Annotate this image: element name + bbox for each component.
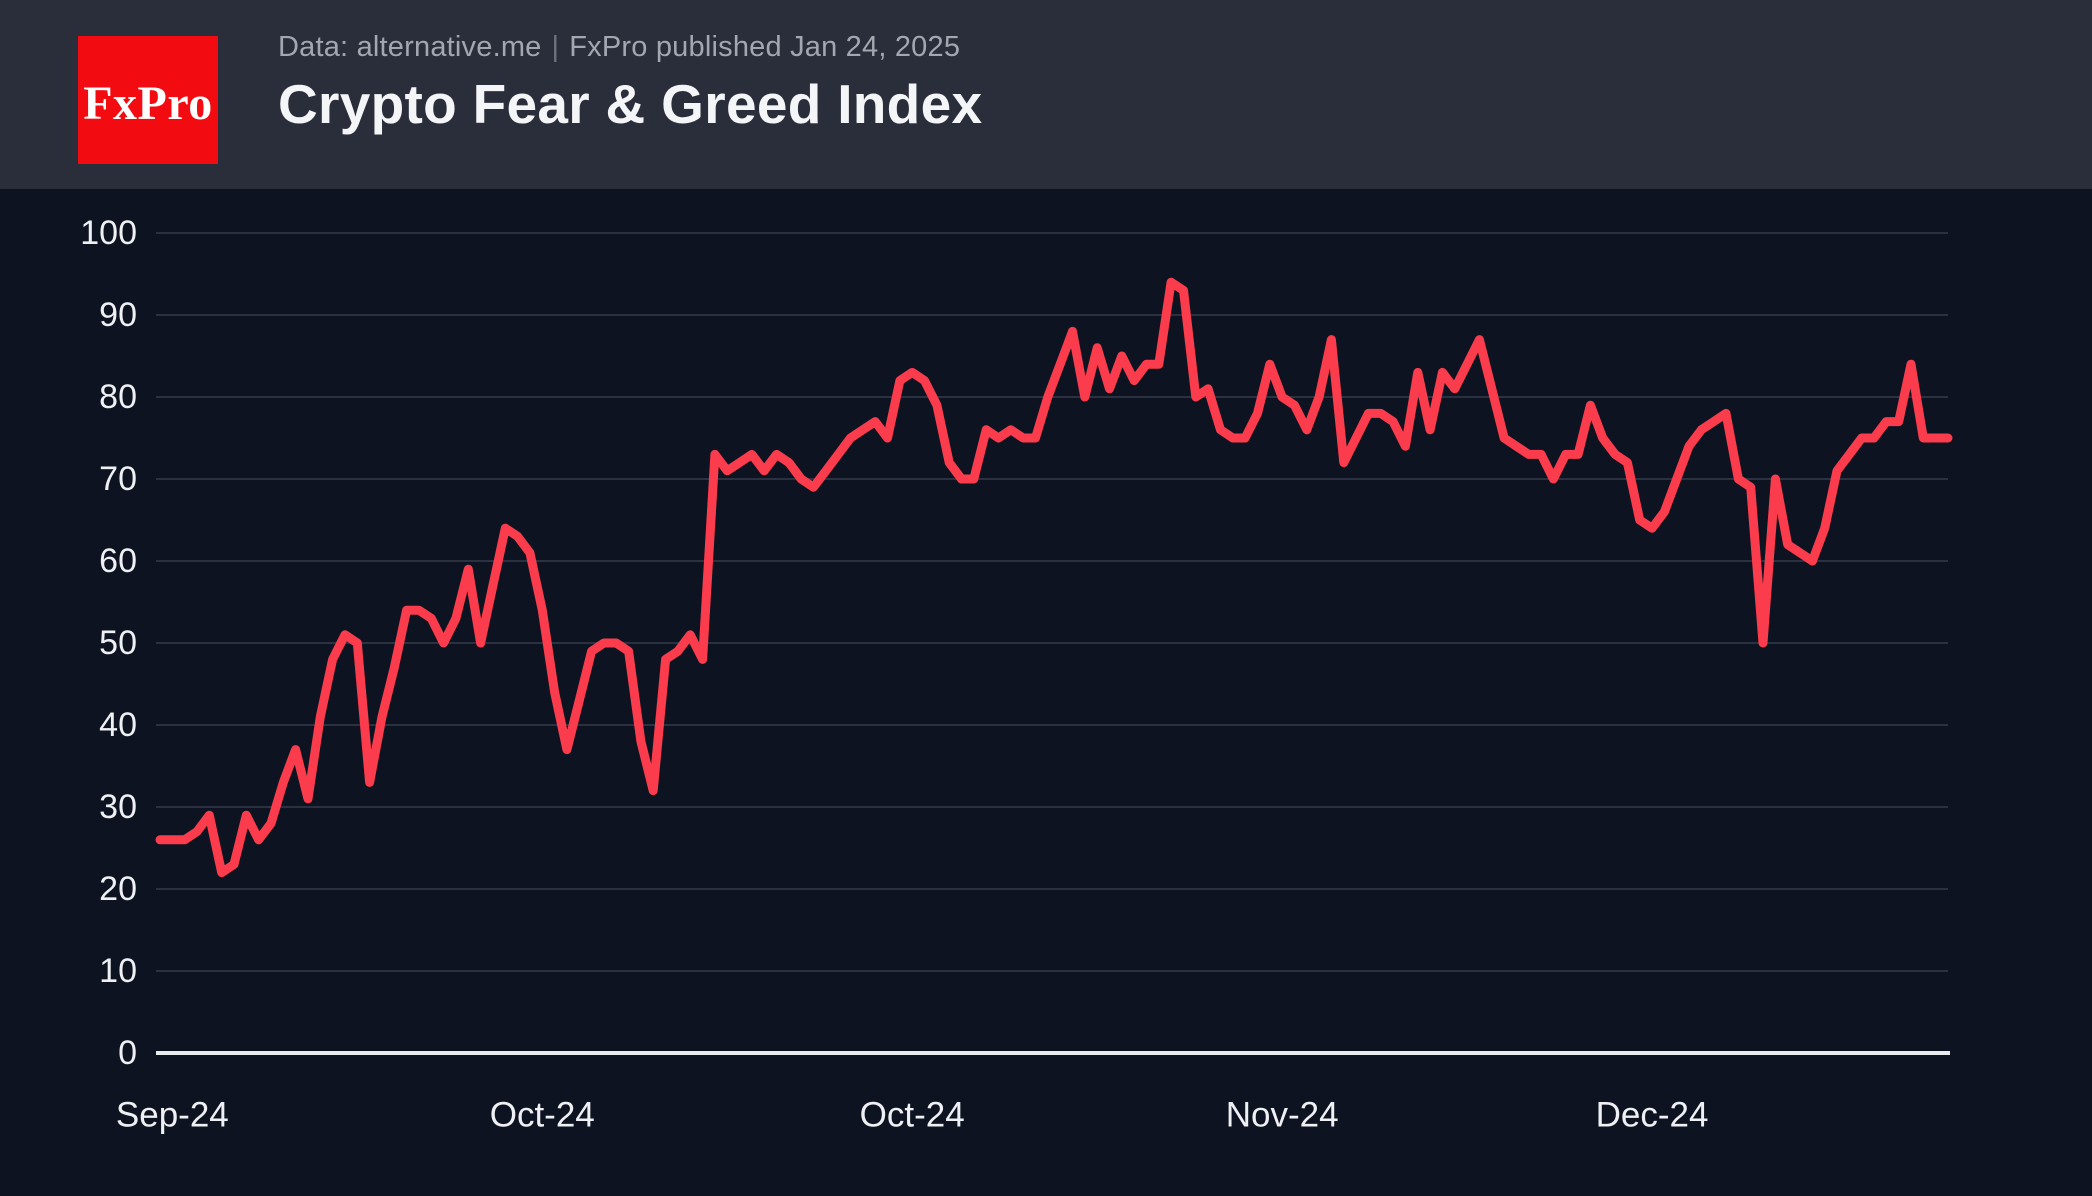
chart-source-line: Data: alternative.me | FxPro published Jan…	[278, 30, 982, 64]
fxpro-logo: FxPro	[78, 36, 218, 164]
y-tick-label-40: 40	[99, 706, 137, 744]
y-tick-label-50: 50	[99, 624, 137, 662]
fxpro-logo-text: FxPro	[83, 76, 213, 130]
fear-greed-index-line	[155, 277, 1953, 878]
y-tick-label-80: 80	[99, 378, 137, 416]
header: FxPro Data: alternative.me | FxPro publish…	[0, 0, 2092, 189]
y-tick-label-30: 30	[99, 788, 137, 826]
x-tick-label-2: Oct-24	[860, 1096, 965, 1135]
y-tick-label-0: 0	[118, 1034, 137, 1072]
chart-area: 0 10 20 30 40 50 60 70 80 90 100 Sep-24 Oct-24 Oct-24…	[0, 189, 2092, 1196]
data-source-label: Data: alternative.me	[278, 31, 542, 63]
y-tick-label-20: 20	[99, 870, 137, 908]
header-text-block: Data: alternative.me | FxPro published Jan…	[278, 0, 982, 136]
published-label: FxPro published Jan 24, 2025	[569, 31, 961, 63]
y-tick-label-70: 70	[99, 460, 137, 498]
fear-greed-line-chart: 0 10 20 30 40 50 60 70 80 90 100 Sep-24 Oct-24 Oct-24…	[80, 214, 1953, 1135]
y-tick-label-90: 90	[99, 296, 137, 334]
y-tick-label-100: 100	[80, 214, 137, 252]
x-tick-label-0: Sep-24	[116, 1096, 229, 1135]
x-tick-label-4: Dec-24	[1596, 1096, 1709, 1135]
page-title: Crypto Fear & Greed Index	[278, 73, 983, 135]
x-tick-label-3: Nov-24	[1226, 1096, 1339, 1135]
subtitle-separator: |	[551, 31, 560, 63]
x-tick-label-1: Oct-24	[490, 1096, 595, 1135]
y-tick-label-10: 10	[99, 952, 137, 990]
y-tick-label-60: 60	[99, 542, 137, 580]
